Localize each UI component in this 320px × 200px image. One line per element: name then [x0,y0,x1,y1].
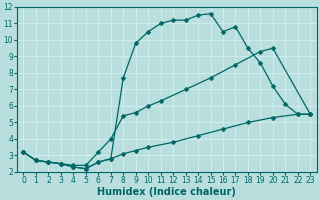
X-axis label: Humidex (Indice chaleur): Humidex (Indice chaleur) [98,187,236,197]
